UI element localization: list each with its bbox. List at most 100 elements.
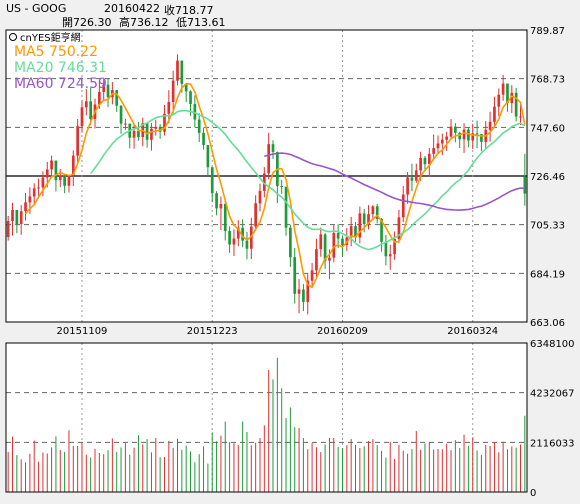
header-low: 低713.61 <box>176 16 226 29</box>
candle-body <box>393 239 396 255</box>
candle-body <box>297 289 301 294</box>
date-axis-ticks: 20151109 20151223 20160209 20160324 <box>57 326 499 337</box>
candle-body <box>37 187 40 189</box>
candle-body <box>45 169 49 178</box>
legend-ma20: MA20 746.31 <box>14 60 107 76</box>
candle-body <box>362 213 366 225</box>
candle-body <box>519 116 522 118</box>
candle-body <box>506 83 509 104</box>
candle-body <box>302 289 305 302</box>
candle-body <box>440 139 444 144</box>
candle-body <box>449 126 453 137</box>
price-tick-label: 768.73 <box>530 75 565 86</box>
candle-body <box>371 206 375 215</box>
candle-body <box>497 94 501 107</box>
moving-averages <box>24 82 526 289</box>
candle-body <box>436 143 440 149</box>
candle-body <box>206 145 210 168</box>
price-tick-label: 663.06 <box>530 318 565 329</box>
candle-body <box>315 249 318 271</box>
price-tick-label: 747.60 <box>530 123 565 134</box>
candle-body <box>180 60 184 84</box>
candle-body <box>163 113 166 132</box>
candle-body <box>401 194 405 218</box>
grid-lines <box>6 30 527 492</box>
candle-body <box>289 227 292 258</box>
volume-panel-background <box>6 343 527 492</box>
candle-body <box>232 238 236 245</box>
candle-body <box>210 167 214 194</box>
candle-body <box>328 257 331 261</box>
candle-body <box>63 175 66 186</box>
candle-body <box>176 60 179 81</box>
legend-ma5: MA5 750.22 <box>14 44 98 60</box>
header-close: 收718.77 <box>164 4 214 17</box>
candle-body <box>375 206 379 219</box>
candle-body <box>367 214 370 225</box>
candle-body <box>471 133 475 141</box>
header-symbol: US - GOOG <box>6 2 67 15</box>
candle-body <box>228 230 231 245</box>
candle-body <box>262 173 266 191</box>
candle-body <box>380 218 383 242</box>
candle-body <box>419 157 422 171</box>
candle-body <box>384 241 388 257</box>
candle-body <box>193 104 197 120</box>
candle-body <box>76 126 79 156</box>
candle-body <box>523 176 527 194</box>
candle-body <box>97 91 101 105</box>
candle-body <box>493 106 496 122</box>
candle-body <box>388 254 392 257</box>
candle-body <box>19 211 23 225</box>
candle-body <box>293 257 297 294</box>
candle-body <box>254 203 257 227</box>
candle-body <box>15 209 19 225</box>
header-open: 開726.30 <box>62 16 112 29</box>
candle-body <box>458 132 462 140</box>
candle-body <box>71 155 75 176</box>
candle-body <box>54 160 58 181</box>
volume-panel-frame <box>5 342 528 493</box>
candle-body <box>341 238 344 245</box>
volume-bars <box>7 357 526 492</box>
candle-body <box>32 188 36 197</box>
date-tick-label: 20151223 <box>187 326 238 337</box>
candle-body <box>50 160 53 170</box>
date-tick-label: 20160324 <box>447 326 498 337</box>
candle-body <box>219 204 223 209</box>
candle-body <box>67 175 71 186</box>
candle-body <box>462 129 466 140</box>
ma60-line <box>264 152 525 211</box>
candle-body <box>271 144 275 152</box>
candle-body <box>189 91 192 105</box>
candle-body <box>397 217 401 240</box>
price-tick-label: 684.19 <box>530 269 565 280</box>
candle-body <box>28 196 32 203</box>
date-tick-label: 20160209 <box>317 326 368 337</box>
candle-body <box>115 90 119 106</box>
candle-body <box>58 175 62 181</box>
legend-ma60: MA60 724.59 <box>14 76 107 92</box>
legend-watermark: cnYES鉅亨網 <box>20 31 81 44</box>
price-tick-label: 789.87 <box>530 26 565 37</box>
candle-body <box>423 157 427 165</box>
candle-body <box>223 204 227 231</box>
volume-tick-label: 6348100 <box>530 339 575 350</box>
candle-body <box>6 221 10 237</box>
candle-body <box>241 227 244 241</box>
candle-body <box>258 190 262 204</box>
candle-body <box>445 136 449 140</box>
volume-tick-label: 2116033 <box>530 438 575 449</box>
volume-tick-label: 0 <box>530 488 536 499</box>
candle-body <box>514 92 518 117</box>
candle-body <box>245 240 249 249</box>
candle-body <box>84 101 88 108</box>
candle-body <box>319 234 323 250</box>
candle-body <box>475 133 479 135</box>
candle-body <box>184 83 188 92</box>
candle-body <box>24 202 27 212</box>
price-axis-ticks: 789.87 768.73 747.60 726.46 705.33 684.19 663.… <box>530 26 565 329</box>
candle-body <box>427 153 431 165</box>
candle-body <box>119 105 123 124</box>
